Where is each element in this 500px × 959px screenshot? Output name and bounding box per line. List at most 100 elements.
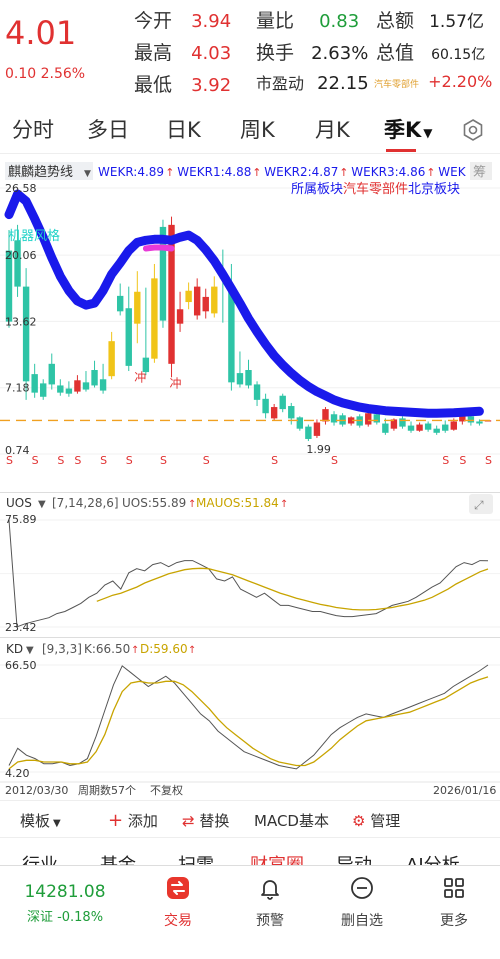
chips-toggle-label: 筹 <box>473 164 486 180</box>
dropdown-arrow-icon: ▼ <box>423 126 433 140</box>
candle-body <box>424 423 432 430</box>
grid-icon <box>444 878 464 898</box>
tab-movement[interactable]: 异动 <box>336 851 372 865</box>
swap-icon: ⇄ <box>182 812 195 830</box>
candle-body <box>416 424 423 431</box>
tab-risk[interactable]: 扫雷 <box>178 851 214 865</box>
tab-wealth[interactable]: 财富圈 <box>250 851 304 865</box>
kd-params: [9,3,3] <box>42 642 82 656</box>
sell-signal-label: S <box>485 454 492 467</box>
sell-signal-label: S <box>32 454 39 467</box>
quote-market-cap: 总值 60.15亿 <box>376 42 486 64</box>
template-dropdown-icon: ▼ <box>53 818 61 829</box>
candle-body <box>262 398 269 414</box>
replace-button[interactable]: ⇄ 替换 <box>182 812 230 830</box>
y-axis-label: 13.62 <box>5 315 37 328</box>
adjust-mode: 不复权 <box>150 783 183 797</box>
svg-text:⤢: ⤢ <box>473 498 484 512</box>
tab-industry[interactable]: 行业 <box>22 851 58 865</box>
legend-up-arrow-icon: ↑ <box>426 166 435 179</box>
signal-label: 冲 <box>134 369 146 384</box>
active-tab-indicator <box>386 149 416 152</box>
price-change: 0.10 2.56% <box>5 66 86 82</box>
candle-body <box>108 341 115 377</box>
manage-button[interactable]: ⚙ 管理 <box>352 812 401 830</box>
nav-alert[interactable]: 预警 <box>230 876 310 930</box>
settings-icon[interactable] <box>461 118 485 142</box>
add-button[interactable]: + 添加 <box>108 810 158 831</box>
y-axis-label: 20.06 <box>5 249 37 262</box>
candle-body <box>40 383 47 397</box>
mauos-line <box>96 567 489 611</box>
candle-body <box>91 370 98 386</box>
tab-ai-analysis[interactable]: AI分析 <box>406 851 460 865</box>
nav-remove-watchlist[interactable]: 删自选 <box>322 876 402 930</box>
candle-body <box>330 414 338 423</box>
candle-body <box>57 385 64 393</box>
tab-intraday[interactable]: 分时 <box>12 118 54 142</box>
trade-icon <box>167 877 189 899</box>
indicator-selector[interactable] <box>5 162 93 180</box>
k-value: K:66.50 <box>84 642 130 656</box>
candle-body <box>14 240 21 287</box>
watermark-text: 机器风格 <box>8 228 60 244</box>
minus-circle-icon <box>351 877 373 899</box>
candle-body <box>407 425 415 431</box>
tab-weekly-k[interactable]: 周K <box>240 118 275 142</box>
tab-daily-k[interactable]: 日K <box>166 118 201 142</box>
nav-trade[interactable]: 交易 <box>138 876 218 930</box>
sell-signal-label: S <box>100 454 107 467</box>
tab-monthly-k[interactable]: 月K <box>315 118 350 142</box>
quote-header: 4.01 0.10 2.56% 今开 3.94 最高 4.03 最低 3.92 … <box>0 0 500 100</box>
kd-y-max: 66.50 <box>5 659 37 672</box>
candle-body <box>74 380 81 392</box>
candle-body <box>390 419 398 429</box>
kd-panel[interactable]: KD ▼ [9,3,3] K:66.50 ↑ D:59.60 ↑ 66.50 4… <box>0 637 500 800</box>
candle-body <box>382 423 389 433</box>
candle-body <box>347 417 355 424</box>
expand-icon[interactable] <box>469 494 493 514</box>
candle-body <box>82 382 90 390</box>
gear-icon: ⚙ <box>352 812 366 830</box>
candle-body <box>5 250 13 322</box>
index-ticker[interactable]: 14281.08 深证 -0.18% <box>0 882 130 925</box>
candle-body <box>22 286 30 382</box>
candle-body <box>373 414 381 423</box>
template-button[interactable]: 模板 ▼ <box>20 812 61 830</box>
sell-signal-label: S <box>331 454 338 467</box>
uos-dropdown-icon: ▼ <box>38 499 46 510</box>
chips-toggle[interactable] <box>470 162 492 180</box>
sell-signal-label: S <box>459 454 466 467</box>
nav-more[interactable]: 更多 <box>414 876 494 930</box>
quote-high: 最高 4.03 <box>134 42 232 64</box>
y-axis-label: 26.58 <box>5 182 37 195</box>
uos-up-arrow-icon: ↑ <box>188 499 196 510</box>
quote-sector[interactable]: 汽车零部件 +2.20% <box>374 72 493 91</box>
sell-signal-label: S <box>57 454 64 467</box>
period-count: 周期数57个 <box>78 784 136 797</box>
legend-up-arrow-icon: ↑ <box>252 166 261 179</box>
candle-body <box>279 395 286 410</box>
candle-body <box>467 416 475 423</box>
chart-legend: WEKR:4.89 ↑ WEKR1:4.88 ↑ WEKR2:4.87 ↑ WEKR3:4.… <box>98 165 467 179</box>
k-line <box>8 664 489 770</box>
candle-body <box>168 224 175 364</box>
macd-button[interactable]: MACD基本 <box>254 812 329 830</box>
y-axis-label: 0.74 <box>5 444 30 457</box>
quote-pe: 市盈动 22.15 <box>256 73 369 94</box>
uos-title: UOS <box>6 496 32 510</box>
sell-signal-label: S <box>74 454 81 467</box>
candle-body <box>459 415 466 422</box>
quote-turnover: 换手 2.63% <box>256 42 369 64</box>
legend-item: WEKR3:4.86 <box>351 165 425 179</box>
uos-panel[interactable]: UOS ▼ [7,14,28,6] UOS:55.89 ↑ MAUOS:51.8… <box>0 492 500 637</box>
period-tabs: 分时 多日 日K 周K 月K 季K ▼ <box>0 102 500 154</box>
tab-quarterly-k[interactable]: 季K ▼ <box>384 118 433 142</box>
tab-multi-day[interactable]: 多日 <box>87 118 129 142</box>
candle-body <box>365 413 372 425</box>
candle-body <box>442 424 449 431</box>
legend-item: WEKR1:4.88 <box>177 165 251 179</box>
tab-fund[interactable]: 基金 <box>100 851 136 865</box>
kline-chart[interactable]: 麒麟趋势线 ▼ WEKR:4.89 ↑ WEKR1:4.88 ↑ WEKR2:4.87 ↑… <box>0 158 500 493</box>
candle-body <box>228 288 235 383</box>
